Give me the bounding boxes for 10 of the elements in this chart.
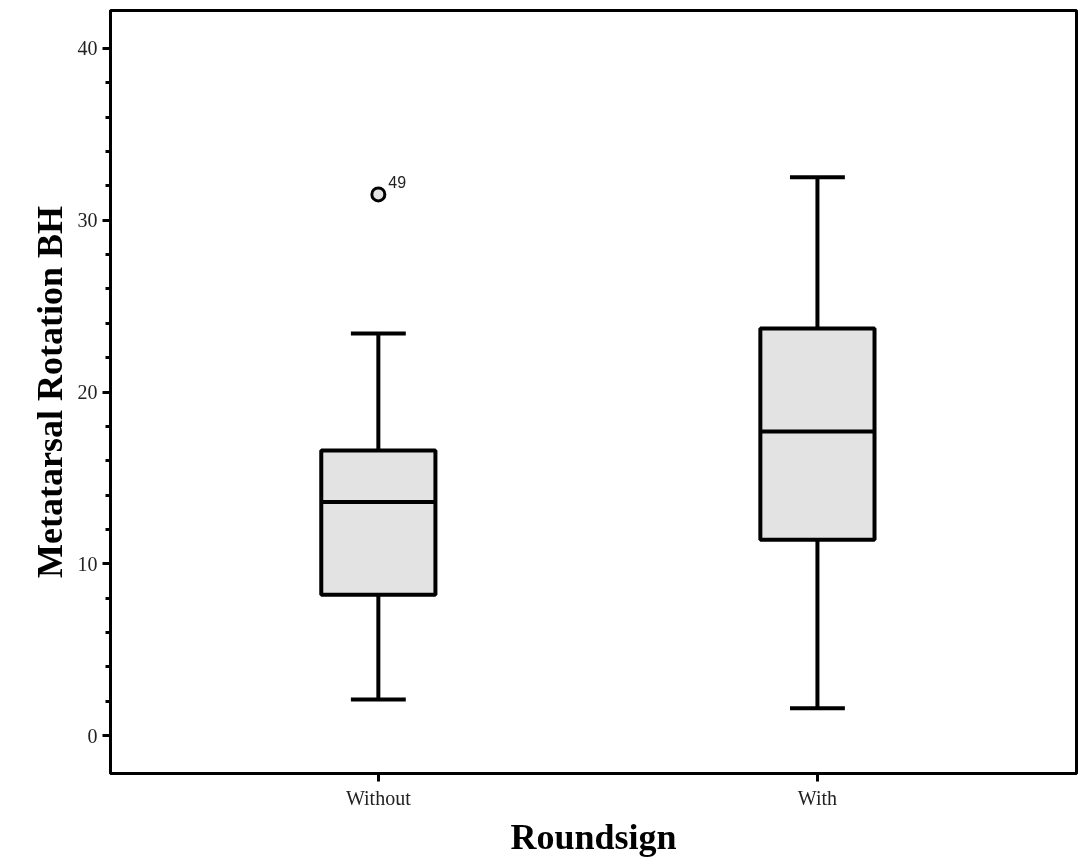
annotation: 49 [388, 174, 407, 192]
y-tick-label: 0 [87, 724, 98, 747]
y-tick-label: 40 [77, 37, 98, 60]
y-tick-label: 20 [77, 381, 98, 403]
x-tick-label: With [797, 786, 838, 809]
y-tick-label: 10 [77, 552, 98, 575]
y-axis-title: Metatarsal Rotation BH [29, 206, 70, 578]
y-tick-label: 30 [77, 209, 98, 232]
x-tick-label: Without [345, 786, 412, 809]
x-axis-title: Roundsign [510, 816, 677, 857]
